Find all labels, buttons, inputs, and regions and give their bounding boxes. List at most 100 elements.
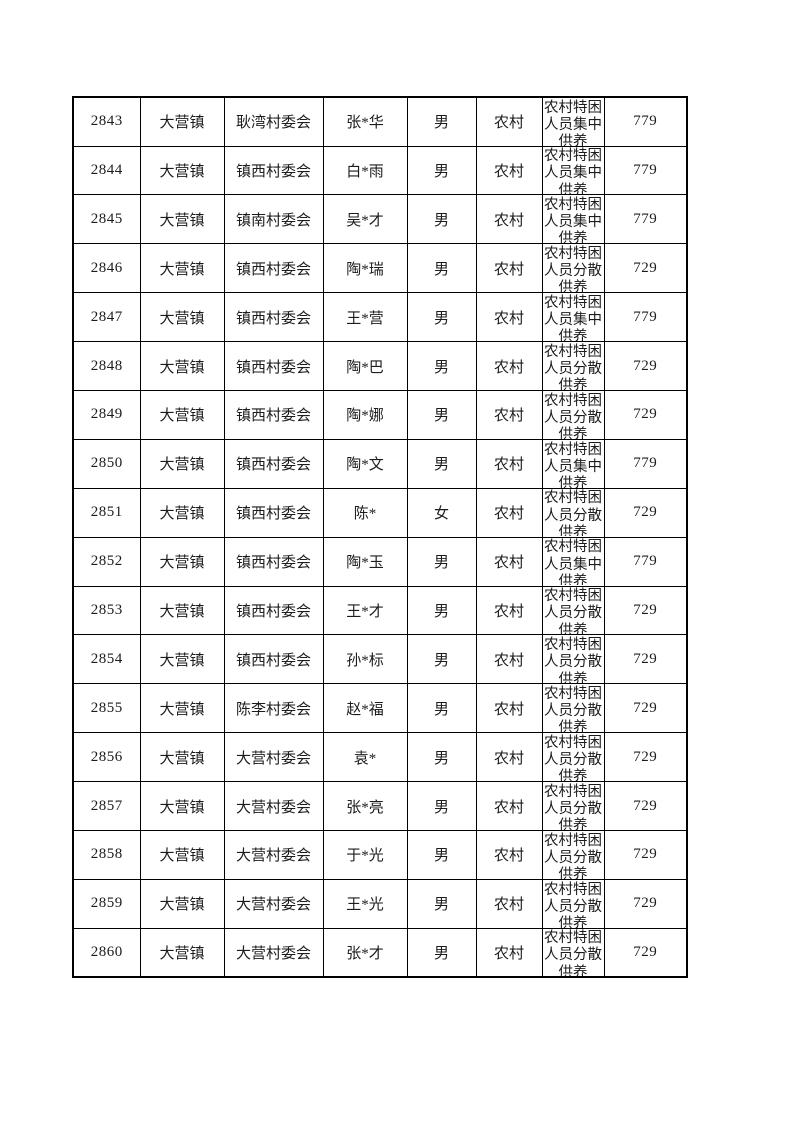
cell-area-type: 农村 bbox=[475, 96, 543, 147]
cell-gender: 男 bbox=[406, 194, 477, 245]
cell-person-name: 张*华 bbox=[322, 96, 408, 147]
category-line: 人员集中 bbox=[544, 312, 602, 329]
category-line: 供养 bbox=[558, 720, 588, 732]
cell-village-committee: 镇西村委会 bbox=[223, 438, 324, 489]
cell-person-name: 王*才 bbox=[322, 585, 408, 636]
cell-town: 大营镇 bbox=[139, 438, 225, 489]
cell-person-name: 白*雨 bbox=[322, 145, 408, 196]
amount-text: 779 bbox=[633, 210, 658, 227]
table-row: 2857 大营镇 大营村委会 张*亮 男 农村 农村特困 人员分散 供养 729 bbox=[72, 781, 688, 831]
category-line: 供养 bbox=[558, 769, 588, 781]
village-committee-text: 镇南村委会 bbox=[235, 212, 311, 229]
cell-area-type: 农村 bbox=[475, 927, 543, 978]
cell-amount: 779 bbox=[603, 194, 688, 245]
village-committee-text: 大营村委会 bbox=[235, 750, 311, 767]
cell-amount: 729 bbox=[603, 585, 688, 636]
table-row: 2853 大营镇 镇西村委会 王*才 男 农村 农村特困 人员分散 供养 729 bbox=[72, 585, 688, 636]
area-type-text: 农村 bbox=[493, 457, 524, 474]
category-line: 人员分散 bbox=[544, 507, 602, 524]
category-line: 供养 bbox=[558, 818, 588, 830]
category-line: 农村特困 bbox=[544, 637, 602, 654]
cell-village-committee: 大营村委会 bbox=[223, 829, 324, 880]
amount-text: 729 bbox=[633, 259, 658, 276]
cell-gender: 男 bbox=[406, 683, 477, 734]
gender-text: 男 bbox=[433, 799, 449, 816]
cell-area-type: 农村 bbox=[475, 781, 543, 831]
amount-text: 729 bbox=[633, 846, 658, 863]
cell-amount: 729 bbox=[603, 829, 688, 880]
cell-person-name: 陶*文 bbox=[322, 438, 408, 489]
cell-subsidy-category: 农村特困 人员集中 供养 bbox=[541, 292, 605, 343]
serial-number-text: 2845 bbox=[90, 210, 123, 227]
category-line: 供养 bbox=[558, 182, 588, 195]
cell-area-type: 农村 bbox=[475, 585, 543, 636]
cell-town: 大营镇 bbox=[139, 829, 225, 880]
gender-text: 男 bbox=[433, 115, 449, 132]
category-line: 人员分散 bbox=[544, 360, 602, 377]
cell-person-name: 陶*玉 bbox=[322, 536, 408, 587]
subsidy-category-text: 农村特困 人员分散 供养 bbox=[543, 245, 603, 292]
cell-subsidy-category: 农村特困 人员分散 供养 bbox=[541, 683, 605, 734]
subsidy-category-text: 农村特困 人员分散 供养 bbox=[543, 783, 603, 830]
person-name-text: 陶*瑞 bbox=[346, 261, 384, 278]
person-name-text: 陶*巴 bbox=[346, 359, 384, 376]
cell-area-type: 农村 bbox=[475, 194, 543, 245]
serial-number-text: 2852 bbox=[90, 553, 123, 570]
category-line: 农村特困 bbox=[544, 930, 602, 947]
cell-area-type: 农村 bbox=[475, 732, 543, 783]
cell-town: 大营镇 bbox=[139, 292, 225, 343]
cell-subsidy-category: 农村特困 人员集中 供养 bbox=[541, 96, 605, 147]
cell-area-type: 农村 bbox=[475, 536, 543, 587]
cell-person-name: 袁* bbox=[322, 732, 408, 783]
town-text: 大营镇 bbox=[159, 848, 205, 865]
cell-subsidy-category: 农村特困 人员分散 供养 bbox=[541, 927, 605, 978]
serial-number-text: 2857 bbox=[90, 797, 123, 814]
category-line: 农村特困 bbox=[544, 734, 602, 751]
person-name-text: 张*亮 bbox=[346, 799, 384, 816]
gender-text: 男 bbox=[433, 457, 449, 474]
cell-amount: 729 bbox=[603, 781, 688, 831]
category-line: 农村特困 bbox=[544, 881, 602, 898]
cell-amount: 779 bbox=[603, 292, 688, 343]
amount-text: 729 bbox=[633, 504, 658, 521]
amount-text: 729 bbox=[633, 699, 658, 716]
cell-area-type: 农村 bbox=[475, 341, 543, 391]
cell-village-committee: 镇西村委会 bbox=[223, 634, 324, 685]
gender-text: 男 bbox=[433, 408, 449, 425]
category-line: 人员分散 bbox=[544, 752, 602, 769]
category-line: 供养 bbox=[558, 280, 588, 292]
serial-number-text: 2860 bbox=[90, 944, 123, 960]
cell-village-committee: 镇西村委会 bbox=[223, 243, 324, 294]
cell-person-name: 王*营 bbox=[322, 292, 408, 343]
area-type-text: 农村 bbox=[493, 799, 524, 816]
cell-serial-number: 2845 bbox=[72, 194, 141, 245]
cell-gender: 男 bbox=[406, 732, 477, 783]
cell-serial-number: 2848 bbox=[72, 341, 141, 391]
area-type-text: 农村 bbox=[493, 115, 524, 132]
village-committee-text: 大营村委会 bbox=[235, 897, 311, 914]
category-line: 农村特困 bbox=[544, 99, 602, 116]
person-name-text: 王*光 bbox=[346, 897, 384, 914]
serial-number-text: 2843 bbox=[90, 113, 123, 130]
cell-gender: 男 bbox=[406, 145, 477, 196]
cell-person-name: 陈* bbox=[322, 487, 408, 538]
serial-number-text: 2853 bbox=[90, 601, 123, 618]
cell-person-name: 张*亮 bbox=[322, 781, 408, 831]
category-line: 人员集中 bbox=[544, 165, 602, 182]
cell-amount: 779 bbox=[603, 536, 688, 587]
village-committee-text: 陈李村委会 bbox=[235, 701, 311, 718]
gender-text: 男 bbox=[433, 359, 449, 376]
cell-serial-number: 2853 bbox=[72, 585, 141, 636]
cell-serial-number: 2859 bbox=[72, 878, 141, 929]
cell-village-committee: 大营村委会 bbox=[223, 927, 324, 978]
town-text: 大营镇 bbox=[159, 310, 205, 327]
cell-serial-number: 2851 bbox=[72, 487, 141, 538]
cell-village-committee: 大营村委会 bbox=[223, 781, 324, 831]
amount-text: 729 bbox=[633, 406, 658, 423]
cell-town: 大营镇 bbox=[139, 194, 225, 245]
cell-village-committee: 耿湾村委会 bbox=[223, 96, 324, 147]
cell-serial-number: 2846 bbox=[72, 243, 141, 294]
cell-subsidy-category: 农村特困 人员分散 供养 bbox=[541, 341, 605, 391]
town-text: 大营镇 bbox=[159, 946, 205, 962]
category-line: 人员分散 bbox=[544, 263, 602, 280]
